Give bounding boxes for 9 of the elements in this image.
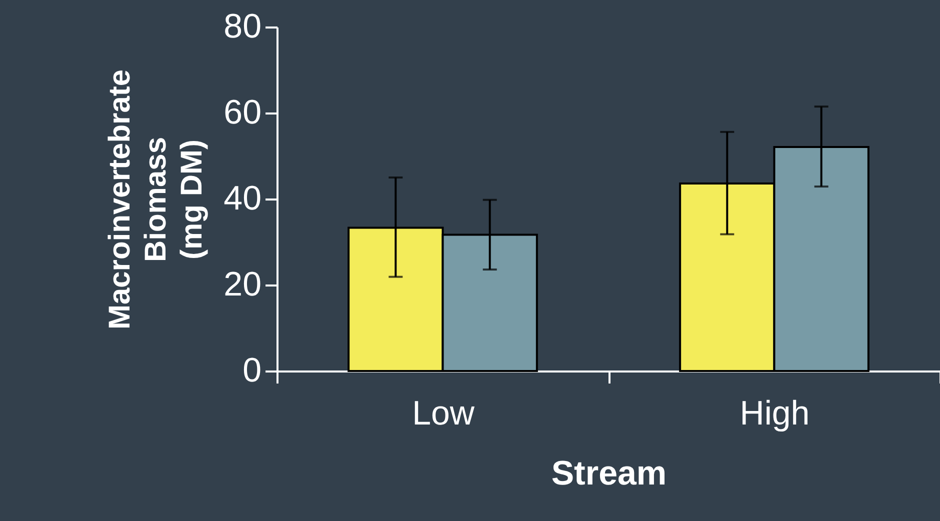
y-axis-title: Macroinvertebrate Biomass (mg DM): [104, 69, 209, 330]
y-tick-label: 60: [224, 94, 262, 132]
x-axis-title: Stream: [551, 454, 667, 492]
x-tick-label: Low: [412, 394, 475, 432]
y-tick-label: 40: [224, 180, 262, 218]
y-tick-label: 80: [224, 8, 262, 46]
y-tick-label: 0: [242, 352, 262, 390]
x-tick-label: High: [740, 394, 810, 432]
y-tick-label: 20: [224, 266, 262, 304]
